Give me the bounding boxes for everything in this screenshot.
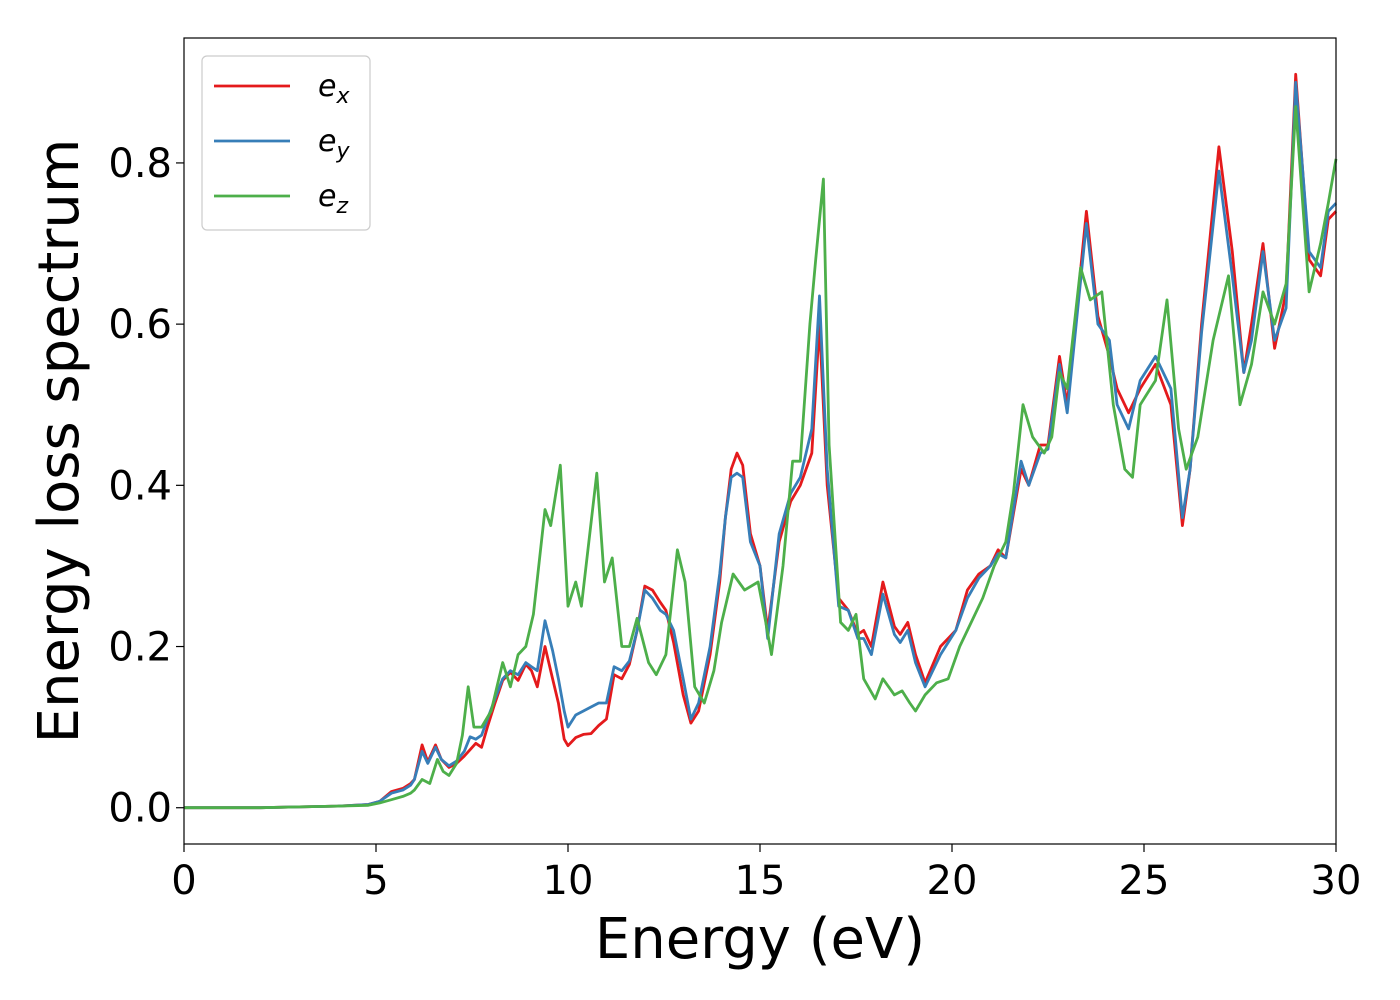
legend-label-x: ex: [318, 69, 350, 109]
x-tick-label: 30: [1311, 858, 1362, 904]
y-tick-label: 0.4: [108, 463, 172, 509]
x-tick-label: 5: [363, 858, 388, 904]
x-tick-label: 25: [1119, 858, 1170, 904]
y-axis-title: Energy loss spectrum: [27, 139, 92, 744]
y-tick-label: 0.2: [108, 625, 172, 671]
x-tick-label: 20: [927, 858, 978, 904]
x-axis: 0 5 10 15 20 25 30: [171, 844, 1361, 904]
x-tick-label: 10: [543, 858, 594, 904]
legend-label-y: ey: [318, 124, 350, 164]
y-tick-label: 0.8: [108, 141, 172, 187]
legend-box: [201, 55, 371, 231]
series-line-y: [184, 80, 1338, 810]
series-line-z: [184, 105, 1338, 810]
x-axis-title: Energy (eV): [595, 907, 925, 972]
y-tick-label: 0.6: [108, 302, 172, 348]
x-tick-label: 0: [171, 858, 196, 904]
plot-lines: [184, 72, 1338, 810]
series-line-x: [184, 72, 1338, 810]
y-axis: 0.0 0.2 0.4 0.6 0.8: [108, 141, 184, 832]
y-tick-label: 0.0: [108, 786, 172, 832]
x-tick-label: 15: [735, 858, 786, 904]
